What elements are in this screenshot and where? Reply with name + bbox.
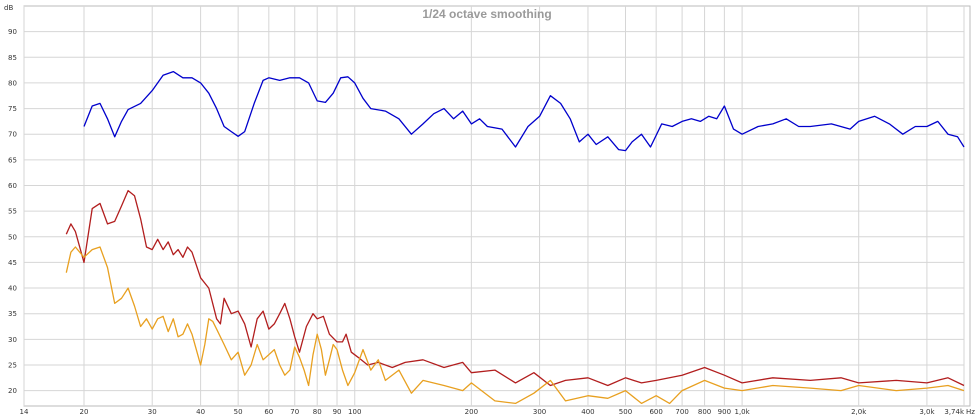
y-tick-label: 30: [8, 336, 17, 344]
y-tick-label: 90: [8, 28, 17, 36]
x-tick-label: 3,74k: [944, 408, 965, 416]
y-tick-label: 45: [8, 259, 17, 267]
series-group: [65, 70, 965, 405]
x-tick-label: 90: [333, 408, 342, 416]
y-tick-label: 25: [8, 361, 17, 369]
y-tick-label: 40: [8, 285, 17, 293]
y-tick-label: 20: [8, 387, 17, 395]
y-tick-label: 55: [8, 208, 17, 216]
x-tick-label: 400: [581, 408, 594, 416]
x-tick-label: 100: [348, 408, 361, 416]
y-tick-label: 85: [8, 54, 17, 62]
chart-title: 1/24 octave smoothing: [422, 7, 551, 21]
x-tick-label: 30: [148, 408, 157, 416]
y-tick-label: 65: [8, 156, 17, 164]
x-tick-label: 60: [264, 408, 273, 416]
series-line-3: [65, 246, 965, 405]
series-line-2: [65, 189, 965, 387]
y-tick-label: 75: [8, 105, 17, 113]
y-tick-label: 50: [8, 233, 17, 241]
plot-area: [23, 5, 971, 407]
x-tick-label: 600: [649, 408, 662, 416]
x-tick-label: 3,0k: [919, 408, 935, 416]
y-axis-ticks: 90 85 80 75 70 65 60 55 50 45 40 35 30 25 20: [8, 28, 17, 395]
x-tick-label: 20: [80, 408, 89, 416]
y-tick-label: 60: [8, 182, 17, 190]
y-tick-label: 80: [8, 79, 17, 87]
x-tick-label: 80: [313, 408, 322, 416]
x-tick-label: 900: [718, 408, 731, 416]
x-tick-label: 1,0k: [735, 408, 751, 416]
grid-lines: [23, 6, 965, 406]
x-tick-label: 14: [20, 408, 29, 416]
x-axis-unit: Hz: [966, 408, 975, 416]
x-tick-label: 800: [698, 408, 711, 416]
y-axis-unit: dB: [4, 4, 13, 12]
x-tick-label: 40: [196, 408, 205, 416]
x-tick-label: 500: [619, 408, 632, 416]
y-tick-label: 70: [8, 131, 17, 139]
x-axis-ticks: 14 20 30 40 50 60 70 80 90 100 200 300 400 500 600 700 8…: [20, 408, 975, 416]
x-tick-label: 2,0k: [851, 408, 867, 416]
x-tick-label: 70: [290, 408, 299, 416]
series-line-1: [83, 70, 965, 152]
x-tick-label: 50: [234, 408, 243, 416]
x-tick-label: 200: [465, 408, 478, 416]
x-tick-label: 700: [675, 408, 688, 416]
x-tick-label: 300: [533, 408, 546, 416]
y-tick-label: 35: [8, 310, 17, 318]
